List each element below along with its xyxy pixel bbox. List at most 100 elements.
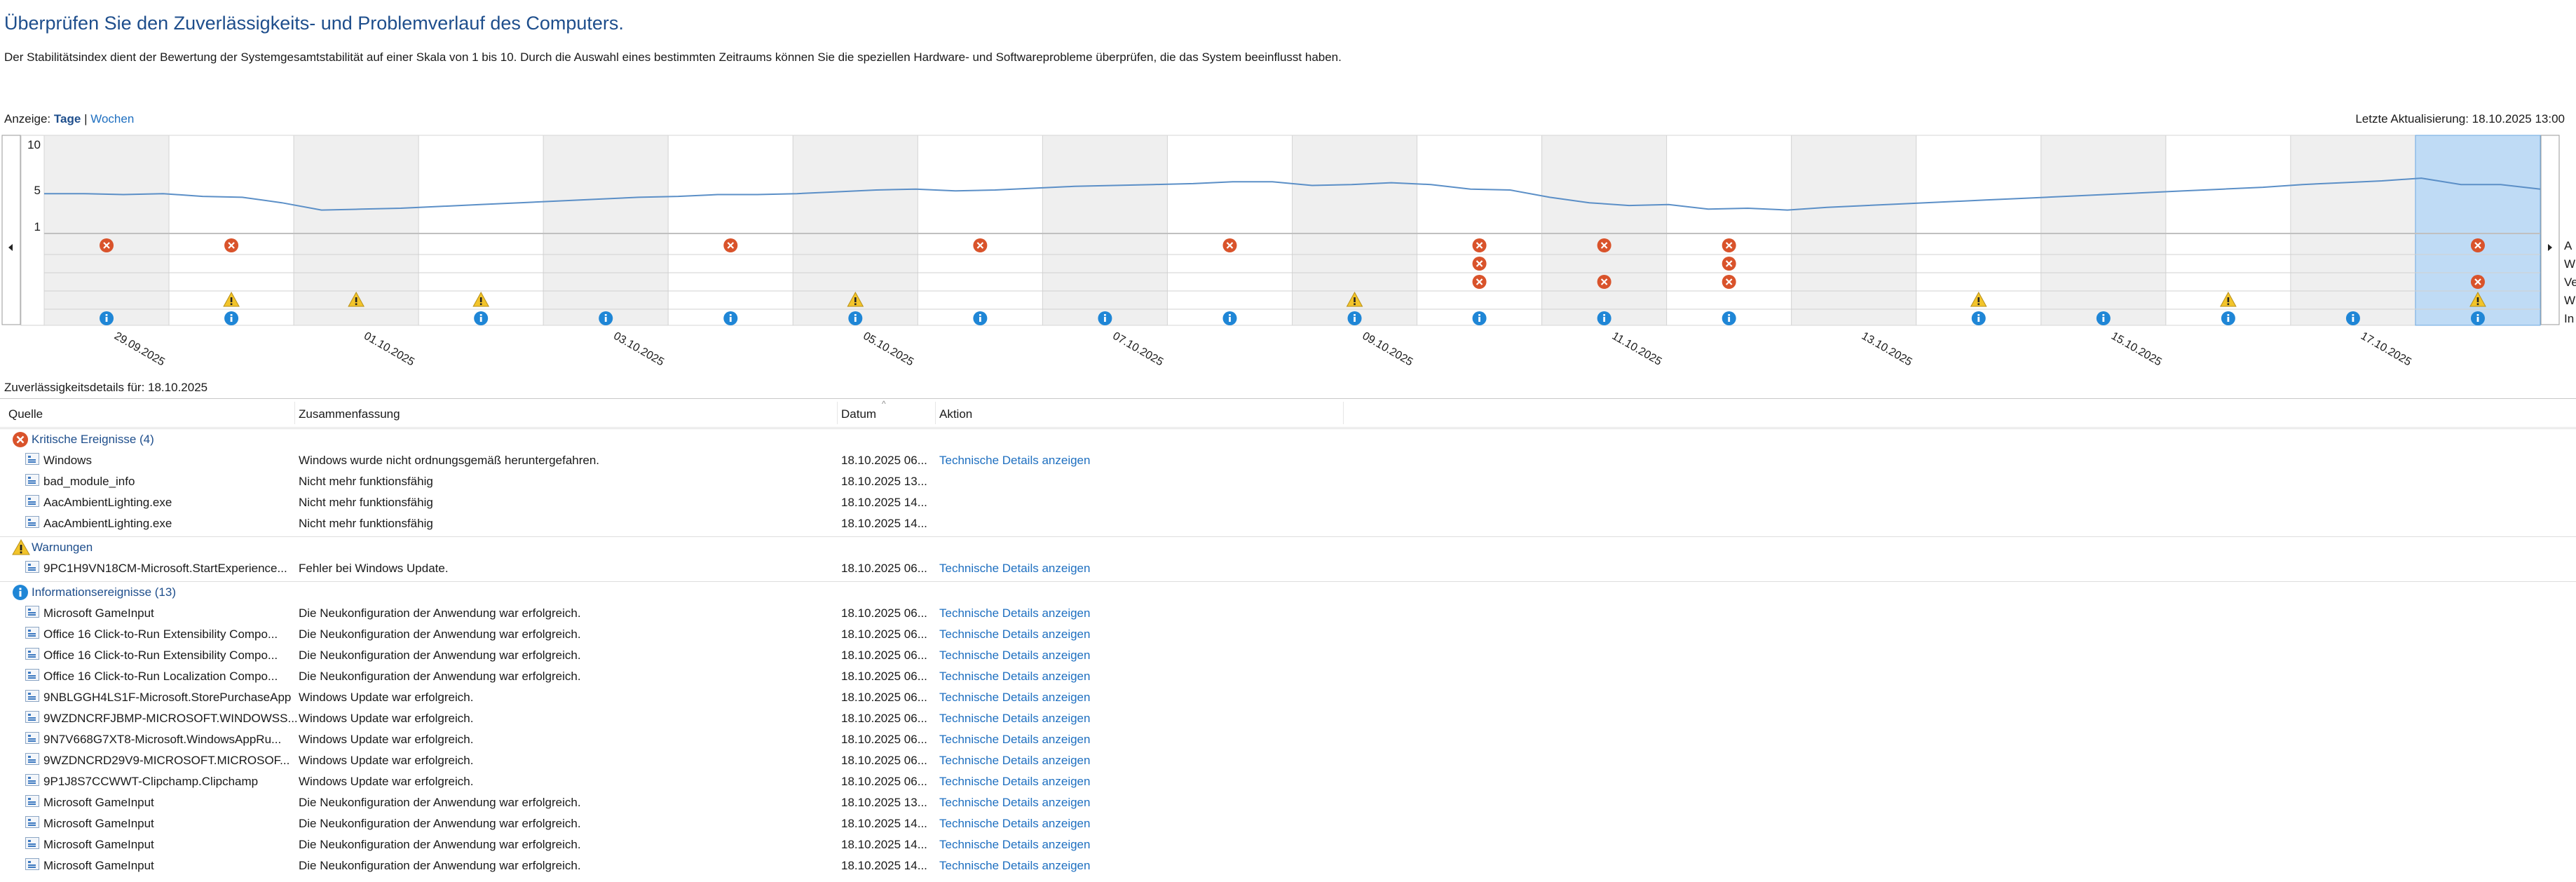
info-event-icon[interactable] [474, 311, 489, 325]
error-event-icon[interactable] [723, 238, 738, 252]
table-row[interactable]: 9WZDNCRD29V9-MICROSOFT.MICROSOF... Window… [0, 749, 2576, 771]
warning-event-icon[interactable] [2220, 291, 2237, 307]
day-column[interactable] [1791, 135, 1917, 326]
column-divider[interactable] [294, 402, 295, 424]
day-column[interactable] [293, 135, 419, 326]
table-row[interactable]: Office 16 Click-to-Run Extensibility Com… [0, 644, 2576, 665]
warning-event-icon[interactable] [1346, 291, 1363, 307]
warning-event-icon[interactable] [847, 291, 864, 307]
info-event-icon[interactable] [1222, 311, 1237, 325]
column-divider[interactable] [935, 402, 936, 424]
table-row[interactable]: bad_module_info Nicht mehr funktionsfähig… [0, 470, 2576, 491]
error-event-icon[interactable] [100, 238, 114, 252]
warning-event-icon[interactable] [348, 291, 364, 307]
table-row[interactable]: Windows Windows wurde nicht ordnungsgemäß… [0, 449, 2576, 470]
technical-details-link[interactable]: Technische Details anzeigen [939, 796, 1091, 809]
error-event-icon[interactable] [1597, 238, 1611, 252]
group-header-info[interactable]: Informationsereignisse (13) [0, 581, 2576, 600]
day-column[interactable] [667, 135, 793, 326]
column-source[interactable]: Quelle [8, 407, 43, 421]
table-row[interactable]: AacAmbientLighting.exe Nicht mehr funktio… [0, 513, 2576, 534]
technical-details-link[interactable]: Technische Details anzeigen [939, 670, 1091, 683]
technical-details-link[interactable]: Technische Details anzeigen [939, 838, 1091, 851]
technical-details-link[interactable]: Technische Details anzeigen [939, 649, 1091, 662]
day-column[interactable] [43, 135, 170, 326]
error-event-icon[interactable] [973, 238, 988, 252]
day-column[interactable] [543, 135, 669, 326]
error-event-icon[interactable] [2470, 275, 2485, 289]
view-days-link[interactable]: Tage [53, 112, 81, 125]
view-weeks-link[interactable]: Wochen [90, 112, 135, 125]
technical-details-link[interactable]: Technische Details anzeigen [939, 606, 1091, 620]
error-event-icon[interactable] [1472, 275, 1487, 289]
day-column[interactable] [2040, 135, 2167, 326]
info-event-icon[interactable] [2221, 311, 2235, 325]
technical-details-link[interactable]: Technische Details anzeigen [939, 454, 1091, 467]
table-row[interactable]: 9NBLGGH4LS1F-Microsoft.StorePurchaseApp W… [0, 686, 2576, 707]
table-row[interactable]: Office 16 Click-to-Run Localization Comp… [0, 665, 2576, 686]
technical-details-link[interactable]: Technische Details anzeigen [939, 733, 1091, 746]
table-row[interactable]: Microsoft GameInput Die Neukonfiguration … [0, 855, 2576, 876]
error-event-icon[interactable] [1722, 275, 1736, 289]
table-row[interactable]: Microsoft GameInput Die Neukonfiguration … [0, 834, 2576, 855]
technical-details-link[interactable]: Technische Details anzeigen [939, 691, 1091, 704]
error-event-icon[interactable] [224, 238, 239, 252]
day-column[interactable] [2290, 135, 2416, 326]
error-event-icon[interactable] [1597, 275, 1611, 289]
error-event-icon[interactable] [1222, 238, 1237, 252]
day-column[interactable] [1042, 135, 1168, 326]
warning-event-icon[interactable] [223, 291, 240, 307]
day-column[interactable] [917, 135, 1043, 326]
info-event-icon[interactable] [1472, 311, 1487, 325]
technical-details-link[interactable]: Technische Details anzeigen [939, 859, 1091, 872]
scroll-right-button[interactable] [2540, 135, 2560, 325]
column-action[interactable]: Aktion [939, 407, 973, 421]
technical-details-link[interactable]: Technische Details anzeigen [939, 775, 1091, 788]
table-row[interactable]: AacAmbientLighting.exe Nicht mehr funktio… [0, 491, 2576, 513]
info-event-icon[interactable] [848, 311, 863, 325]
info-event-icon[interactable] [2345, 311, 2360, 325]
day-column[interactable] [1417, 135, 1543, 326]
reliability-chart[interactable]: 10 5 1 29.09.2025 01.10.2025 03.10.2025 05.10… [0, 133, 2576, 379]
error-event-icon[interactable] [1472, 238, 1487, 252]
group-header-error[interactable]: Kritische Ereignisse (4) [0, 428, 2576, 447]
day-column[interactable] [1541, 135, 1668, 326]
info-event-icon[interactable] [2470, 311, 2485, 325]
info-event-icon[interactable] [2096, 311, 2111, 325]
warning-event-icon[interactable] [1970, 291, 1987, 307]
day-column[interactable] [1166, 135, 1293, 326]
scroll-left-button[interactable] [1, 135, 21, 325]
info-event-icon[interactable] [1098, 311, 1112, 325]
table-row[interactable]: Office 16 Click-to-Run Extensibility Com… [0, 623, 2576, 644]
table-row[interactable]: 9N7V668G7XT8-Microsoft.WindowsAppRu... Wi… [0, 728, 2576, 749]
column-summary[interactable]: Zusammenfassung [299, 407, 400, 421]
error-event-icon[interactable] [1722, 257, 1736, 271]
group-header-warning[interactable]: Warnungen [0, 536, 2576, 555]
table-row[interactable]: 9WZDNCRFJBMP-MICROSOFT.WINDOWSS... Window… [0, 707, 2576, 728]
table-row[interactable]: Microsoft GameInput Die Neukonfiguration … [0, 792, 2576, 813]
info-event-icon[interactable] [224, 311, 239, 325]
technical-details-link[interactable]: Technische Details anzeigen [939, 712, 1091, 725]
info-event-icon[interactable] [1597, 311, 1611, 325]
info-event-icon[interactable] [1722, 311, 1736, 325]
info-event-icon[interactable] [1971, 311, 1986, 325]
info-event-icon[interactable] [100, 311, 114, 325]
info-event-icon[interactable] [599, 311, 613, 325]
info-event-icon[interactable] [1347, 311, 1362, 325]
info-event-icon[interactable] [973, 311, 988, 325]
technical-details-link[interactable]: Technische Details anzeigen [939, 627, 1091, 641]
table-row[interactable]: Microsoft GameInput Die Neukonfiguration … [0, 602, 2576, 623]
column-divider[interactable] [1343, 402, 1344, 424]
error-event-icon[interactable] [2470, 238, 2485, 252]
error-event-icon[interactable] [1722, 238, 1736, 252]
day-column[interactable] [1666, 135, 1792, 326]
warning-event-icon[interactable] [472, 291, 490, 307]
table-row[interactable]: 9P1J8S7CCWWT-Clipchamp.Clipchamp Windows … [0, 771, 2576, 792]
column-date[interactable]: Datum [841, 407, 877, 421]
technical-details-link[interactable]: Technische Details anzeigen [939, 562, 1091, 575]
info-event-icon[interactable] [723, 311, 738, 325]
table-row[interactable]: Microsoft GameInput Die Neukonfiguration … [0, 813, 2576, 834]
technical-details-link[interactable]: Technische Details anzeigen [939, 817, 1091, 830]
column-divider[interactable] [837, 402, 838, 424]
warning-event-icon[interactable] [2469, 291, 2486, 307]
